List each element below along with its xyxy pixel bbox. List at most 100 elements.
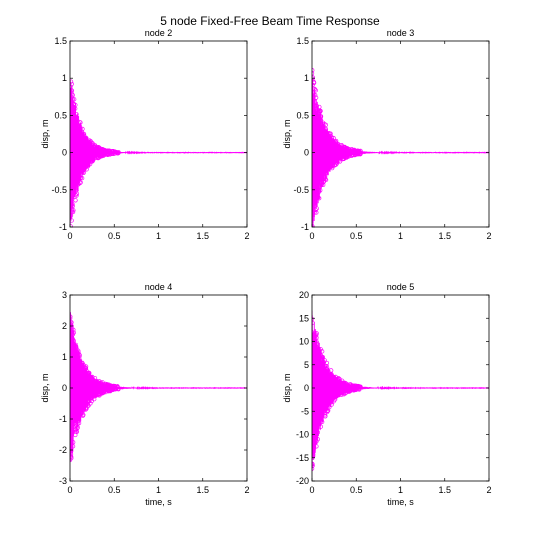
data-point (327, 400, 333, 405)
series-markers (70, 314, 121, 463)
y-tick-label: -0.5 (293, 185, 309, 195)
data-point (96, 147, 102, 152)
data-point (70, 439, 73, 444)
data-point (77, 133, 82, 138)
data-point (70, 336, 74, 341)
data-point (329, 140, 334, 145)
data-point (79, 408, 84, 413)
data-point (70, 456, 74, 461)
data-point (75, 362, 81, 367)
data-point (70, 420, 73, 426)
x-tick-label: 0.5 (350, 485, 363, 495)
data-point (82, 398, 87, 403)
data-point (335, 143, 341, 149)
data-point (333, 139, 338, 145)
x-tick-label: 2 (244, 485, 249, 495)
x-tick-label: 0 (67, 485, 72, 495)
data-point (312, 87, 317, 92)
series-response (70, 312, 247, 463)
data-point (324, 159, 330, 164)
y-tick-label: 1 (62, 352, 67, 362)
x-tick-label: 2 (486, 485, 491, 495)
data-point (329, 374, 335, 379)
data-point (87, 396, 92, 401)
data-point (71, 208, 76, 213)
data-point (328, 396, 334, 402)
data-point (324, 401, 330, 406)
data-point (312, 429, 316, 434)
data-point (70, 84, 73, 89)
y-tick-label: 3 (62, 290, 67, 300)
y-tick-label: 1 (304, 73, 309, 83)
data-point (81, 159, 87, 164)
data-point (354, 149, 359, 154)
data-point (327, 131, 332, 136)
x-tick-label: 1.5 (438, 231, 451, 241)
data-point (312, 338, 317, 343)
data-point (345, 153, 350, 158)
data-point (312, 97, 316, 102)
data-point (85, 401, 90, 406)
data-point (80, 363, 85, 368)
data-point (323, 414, 328, 419)
data-point (92, 375, 98, 381)
data-point (71, 341, 76, 346)
data-point (314, 183, 319, 188)
y-tick-label: 0 (304, 148, 309, 158)
data-point (312, 320, 315, 326)
data-point (76, 420, 82, 426)
data-point (70, 355, 73, 360)
data-point (76, 123, 81, 128)
data-point (319, 118, 324, 124)
data-point (316, 130, 322, 135)
data-point (114, 151, 120, 156)
data-point (70, 107, 74, 112)
data-point (342, 153, 348, 159)
data-point (313, 123, 318, 129)
data-point (73, 131, 78, 137)
x-tick-label: 0 (309, 485, 314, 495)
data-point (80, 136, 85, 142)
data-point (98, 147, 104, 152)
data-point (313, 88, 318, 93)
y-tick-label: 10 (299, 337, 309, 347)
series-markers (70, 79, 121, 227)
y-tick-label: 2 (62, 321, 67, 331)
data-point (73, 198, 78, 203)
data-point (312, 449, 316, 454)
data-point (330, 379, 335, 384)
data-point (334, 162, 339, 167)
y-axis-label: disp, m (282, 373, 292, 402)
data-point (70, 323, 74, 328)
data-point (73, 366, 79, 371)
y-tick-label: 0 (62, 383, 67, 393)
data-point (79, 164, 84, 170)
data-point (84, 162, 89, 167)
data-point (314, 359, 319, 364)
data-point (77, 171, 82, 176)
data-point (70, 357, 74, 362)
data-point (312, 413, 318, 419)
data-point (351, 152, 356, 157)
data-point (315, 176, 321, 181)
x-tick-label: 0.5 (350, 231, 363, 241)
data-point (312, 360, 317, 365)
data-point (317, 348, 322, 353)
y-tick-label: 1.5 (296, 36, 309, 46)
data-point (92, 397, 97, 402)
data-point (322, 175, 327, 180)
subplot-2: 0 0.5 1 1.5 2 -1 -0.5 0 0.5 1 1.5 node 3 disp, m (282, 28, 492, 241)
y-axis-label: disp, m (40, 373, 50, 402)
subplot-title: node 2 (145, 28, 173, 38)
data-point (95, 379, 100, 384)
data-point (313, 103, 318, 108)
data-point (70, 124, 75, 130)
y-tick-label: -3 (59, 476, 67, 486)
data-point (317, 185, 322, 190)
data-point (70, 81, 74, 87)
data-point (318, 188, 323, 193)
data-point (70, 200, 74, 205)
x-tick-label: 2 (486, 231, 491, 241)
data-point (313, 207, 318, 213)
data-point (314, 345, 320, 350)
